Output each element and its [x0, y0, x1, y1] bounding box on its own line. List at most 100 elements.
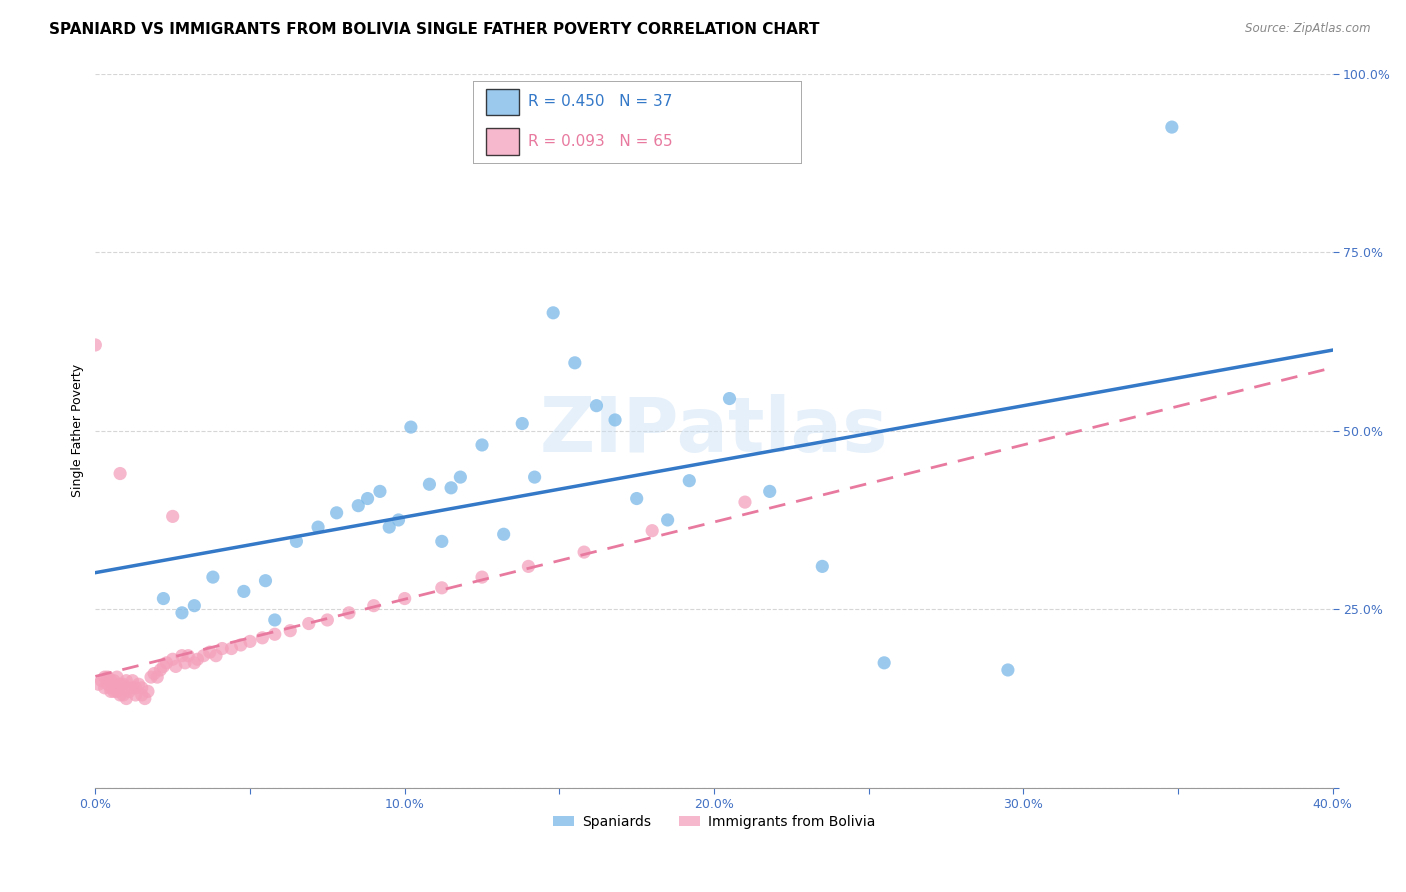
- Point: [316, 613, 339, 627]
- Point: [152, 659, 174, 673]
- Point: [523, 470, 546, 484]
- Point: [105, 670, 128, 684]
- Point: [325, 506, 347, 520]
- Point: [263, 613, 285, 627]
- Point: [183, 656, 205, 670]
- Point: [387, 513, 409, 527]
- Point: [165, 659, 187, 673]
- Point: [134, 691, 156, 706]
- Point: [440, 481, 463, 495]
- Point: [100, 684, 122, 698]
- Point: [201, 570, 224, 584]
- Point: [418, 477, 440, 491]
- Point: [103, 684, 125, 698]
- Point: [205, 648, 228, 663]
- Point: [93, 670, 115, 684]
- Point: [657, 513, 679, 527]
- Point: [492, 527, 515, 541]
- Point: [363, 599, 385, 613]
- Point: [112, 688, 135, 702]
- Point: [758, 484, 780, 499]
- Point: [97, 670, 120, 684]
- Point: [449, 470, 471, 484]
- Point: [108, 467, 131, 481]
- Point: [278, 624, 301, 638]
- Point: [186, 652, 208, 666]
- Point: [162, 509, 184, 524]
- Y-axis label: Single Father Poverty: Single Father Poverty: [72, 364, 84, 497]
- Point: [90, 673, 112, 688]
- Point: [997, 663, 1019, 677]
- Point: [229, 638, 252, 652]
- Point: [193, 648, 215, 663]
- Text: SPANIARD VS IMMIGRANTS FROM BOLIVIA SINGLE FATHER POVERTY CORRELATION CHART: SPANIARD VS IMMIGRANTS FROM BOLIVIA SING…: [49, 22, 820, 37]
- Point: [211, 641, 233, 656]
- Point: [307, 520, 329, 534]
- Point: [97, 677, 120, 691]
- Point: [174, 656, 197, 670]
- Point: [252, 631, 274, 645]
- Point: [626, 491, 648, 506]
- Point: [170, 606, 193, 620]
- Point: [471, 570, 494, 584]
- Point: [128, 677, 150, 691]
- Point: [152, 591, 174, 606]
- Legend: Spaniards, Immigrants from Bolivia: Spaniards, Immigrants from Bolivia: [547, 809, 880, 834]
- Point: [124, 688, 146, 702]
- Point: [347, 499, 370, 513]
- Point: [873, 656, 896, 670]
- Point: [430, 534, 453, 549]
- Point: [131, 688, 153, 702]
- Point: [356, 491, 378, 506]
- Point: [100, 673, 122, 688]
- Point: [124, 681, 146, 695]
- Point: [112, 677, 135, 691]
- Point: [105, 681, 128, 695]
- Point: [368, 484, 391, 499]
- Point: [285, 534, 308, 549]
- Point: [399, 420, 422, 434]
- Point: [510, 417, 533, 431]
- Point: [734, 495, 756, 509]
- Point: [718, 392, 741, 406]
- Point: [115, 691, 138, 706]
- Point: [149, 663, 172, 677]
- Point: [541, 306, 564, 320]
- Point: [603, 413, 626, 427]
- Point: [155, 656, 177, 670]
- Point: [146, 670, 169, 684]
- Point: [430, 581, 453, 595]
- Point: [298, 616, 321, 631]
- Point: [337, 606, 360, 620]
- Point: [108, 688, 131, 702]
- Point: [115, 681, 138, 695]
- Point: [232, 584, 254, 599]
- Point: [121, 681, 143, 695]
- Point: [183, 599, 205, 613]
- Text: ZIPatlas: ZIPatlas: [540, 393, 889, 467]
- Point: [105, 684, 128, 698]
- Point: [564, 356, 586, 370]
- Point: [118, 684, 141, 698]
- Point: [1160, 120, 1182, 134]
- Point: [87, 677, 110, 691]
- Point: [93, 681, 115, 695]
- Point: [678, 474, 700, 488]
- Text: Source: ZipAtlas.com: Source: ZipAtlas.com: [1246, 22, 1371, 36]
- Point: [572, 545, 595, 559]
- Point: [143, 666, 166, 681]
- Point: [811, 559, 834, 574]
- Point: [131, 681, 153, 695]
- Point: [378, 520, 401, 534]
- Point: [103, 673, 125, 688]
- Point: [198, 645, 221, 659]
- Point: [100, 681, 122, 695]
- Point: [84, 338, 107, 352]
- Point: [136, 684, 159, 698]
- Point: [115, 673, 138, 688]
- Point: [139, 670, 162, 684]
- Point: [177, 648, 200, 663]
- Point: [239, 634, 262, 648]
- Point: [108, 677, 131, 691]
- Point: [585, 399, 607, 413]
